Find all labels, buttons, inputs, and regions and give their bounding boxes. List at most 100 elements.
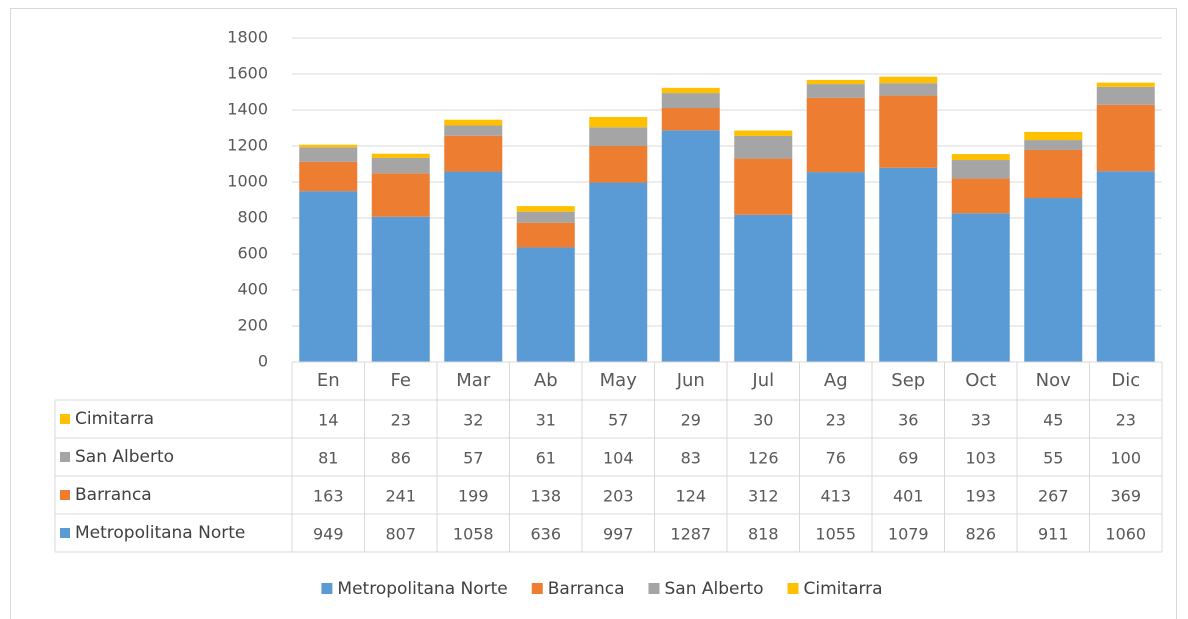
bar-segment <box>951 213 1010 362</box>
x-tick-label: Ab <box>534 370 558 391</box>
bar-segment <box>371 153 430 158</box>
table-legend-key <box>60 528 70 538</box>
bar-segment <box>1024 149 1083 199</box>
bar-segment <box>589 146 648 183</box>
bar-segment <box>589 182 648 362</box>
bar-segment <box>299 191 358 362</box>
bar-segment <box>661 130 720 362</box>
table-value: 69 <box>898 449 918 468</box>
table-value: 81 <box>318 449 338 468</box>
table-value: 104 <box>603 449 634 468</box>
table-value: 83 <box>681 449 701 468</box>
table-value: 32 <box>463 411 483 430</box>
x-tick-label: Ag <box>824 370 848 391</box>
table-value: 1055 <box>815 525 856 544</box>
table-value: 807 <box>385 525 416 544</box>
y-tick-label: 1400 <box>227 100 268 119</box>
table-value: 818 <box>748 525 779 544</box>
bar-segment <box>589 127 648 146</box>
bar-segment <box>444 125 503 136</box>
table-value: 86 <box>391 449 411 468</box>
table-value: 997 <box>603 525 634 544</box>
legend-label: Cimitarra <box>804 579 883 599</box>
table-row-label: Metropolitana Norte <box>75 523 245 543</box>
bar-segment <box>516 206 575 212</box>
table-legend-key <box>60 452 70 462</box>
table-value: 100 <box>1110 449 1141 468</box>
y-tick-label: 1800 <box>227 28 268 47</box>
x-tick-label: Nov <box>1036 370 1071 391</box>
x-tick-label: En <box>317 370 340 391</box>
y-tick-label: 800 <box>237 208 268 227</box>
bar-segment <box>661 108 720 131</box>
table-value: 949 <box>313 525 344 544</box>
y-tick-label: 600 <box>237 244 268 263</box>
x-tick-label: Jul <box>751 370 774 391</box>
bar-segment <box>1096 86 1155 105</box>
legend-key <box>648 583 660 594</box>
table-legend-key <box>60 490 70 500</box>
table-legend-key <box>60 414 70 424</box>
table-row-label: San Alberto <box>75 447 174 467</box>
bar-segment <box>806 79 865 85</box>
table-value: 401 <box>893 487 924 506</box>
table-row-label: Cimitarra <box>75 409 154 429</box>
bar-segment <box>1096 171 1155 362</box>
table-value: 33 <box>971 411 991 430</box>
bar-segment <box>661 87 720 94</box>
legend-key <box>321 583 333 594</box>
bar-segment <box>299 144 358 148</box>
legend-label: Metropolitana Norte <box>337 579 507 599</box>
bar-segment <box>371 216 430 362</box>
table-value: 126 <box>748 449 779 468</box>
bar-segment <box>734 130 793 136</box>
table-value: 55 <box>1043 449 1063 468</box>
bar-segment <box>879 167 938 362</box>
bar-segment <box>1096 104 1155 172</box>
y-tick-label: 200 <box>237 316 268 335</box>
bar-segment <box>661 93 720 109</box>
table-value: 241 <box>385 487 416 506</box>
y-tick-label: 400 <box>237 280 268 299</box>
bar-segment <box>806 97 865 173</box>
bar-segment <box>444 135 503 172</box>
table-value: 14 <box>318 411 338 430</box>
table-value: 57 <box>463 449 483 468</box>
table-value: 413 <box>820 487 851 506</box>
y-tick-label: 0 <box>258 352 268 371</box>
table-value: 312 <box>748 487 779 506</box>
x-tick-label: Dic <box>1111 370 1140 391</box>
bar-segment <box>299 147 358 162</box>
table-value: 138 <box>530 487 561 506</box>
bar-segment <box>444 119 503 126</box>
bar-segment <box>879 76 938 84</box>
bar-segment <box>806 172 865 362</box>
table-value: 124 <box>675 487 706 506</box>
table-value: 76 <box>826 449 846 468</box>
table-value: 1060 <box>1105 525 1146 544</box>
x-tick-label: May <box>600 370 638 391</box>
table-value: 103 <box>965 449 996 468</box>
x-tick-label: Mar <box>456 370 491 391</box>
bar-segment <box>299 161 358 192</box>
table-value: 199 <box>458 487 489 506</box>
bar-segment <box>516 211 575 223</box>
table-value: 826 <box>965 525 996 544</box>
table-value: 45 <box>1043 411 1063 430</box>
table-value: 23 <box>826 411 846 430</box>
x-tick-label: Fe <box>391 370 411 391</box>
bar-segment <box>371 157 430 174</box>
bar-segment <box>951 160 1010 179</box>
y-tick-label: 1000 <box>227 172 268 191</box>
bar-segment <box>951 178 1010 214</box>
bar-segment <box>516 247 575 362</box>
table-value: 23 <box>391 411 411 430</box>
bar-segment <box>734 214 793 362</box>
table-value: 1058 <box>453 525 494 544</box>
table-row-label: Barranca <box>75 485 152 505</box>
legend-key <box>531 583 543 594</box>
table-value: 1287 <box>670 525 711 544</box>
table-value: 57 <box>608 411 628 430</box>
table-value: 193 <box>965 487 996 506</box>
